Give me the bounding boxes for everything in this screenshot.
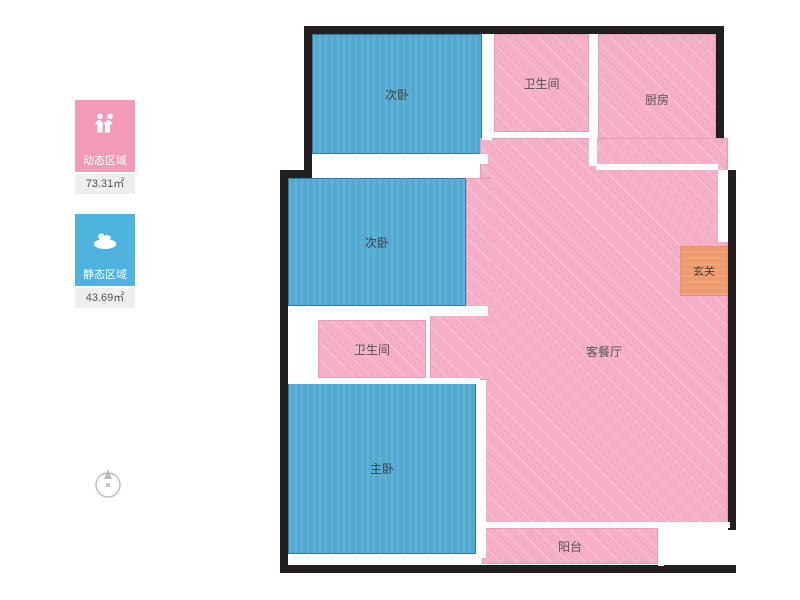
wall-gap: [718, 170, 728, 242]
inner-wall: [596, 164, 718, 170]
wall: [728, 298, 736, 530]
inner-wall: [288, 306, 488, 316]
legend-static-label: 静态区域: [75, 264, 135, 286]
legend-dynamic-value: 73.31㎡: [75, 174, 135, 194]
room-label: 阳台: [558, 538, 582, 555]
wall: [304, 26, 312, 178]
inner-wall: [589, 34, 597, 166]
room-label: 卫生间: [523, 75, 559, 92]
room-secondary-bedroom-2: 次卧: [288, 178, 466, 306]
room-label: 次卧: [385, 86, 409, 103]
inner-wall: [658, 526, 664, 566]
room-label: 主卧: [370, 460, 394, 477]
legend-dynamic-label: 动态区域: [75, 150, 135, 172]
wall: [280, 170, 288, 570]
legend-dynamic: 动态区域 73.31㎡: [75, 100, 145, 194]
room-living-extension-1: [430, 310, 490, 380]
room-master-bedroom: 主卧: [288, 382, 476, 554]
wall: [280, 565, 736, 573]
inner-wall: [482, 34, 492, 140]
static-icon: [75, 214, 135, 264]
room-label: 厨房: [645, 91, 669, 108]
floor-plan: 次卧 卫生间 厨房 次卧 卫生间 主卧 客餐厅 玄关 阳台: [280, 20, 760, 580]
dynamic-icon: [75, 100, 135, 150]
room-label: 玄关: [693, 263, 715, 279]
inner-wall: [288, 378, 480, 384]
room-balcony: 阳台: [482, 528, 658, 564]
inner-wall: [312, 154, 488, 164]
compass-icon: [90, 465, 126, 506]
room-entrance: 玄关: [680, 246, 728, 296]
room-bathroom-1: 卫生间: [494, 34, 589, 132]
room-living-extension-2: [466, 178, 490, 308]
room-living-dining: 客餐厅: [480, 138, 728, 524]
wall: [728, 170, 736, 306]
room-label: 客餐厅: [586, 343, 622, 360]
room-bathroom-2: 卫生间: [318, 320, 426, 378]
legend-panel: 动态区域 73.31㎡ 静态区域 43.69㎡: [75, 100, 145, 328]
room-label: 卫生间: [354, 341, 390, 358]
legend-static: 静态区域 43.69㎡: [75, 214, 145, 308]
room-label: 次卧: [365, 234, 389, 251]
inner-wall: [494, 132, 594, 138]
inner-wall: [480, 522, 730, 528]
legend-static-value: 43.69㎡: [75, 288, 135, 308]
inner-wall: [476, 380, 486, 558]
wall: [304, 26, 724, 34]
room-secondary-bedroom-1: 次卧: [312, 34, 482, 154]
